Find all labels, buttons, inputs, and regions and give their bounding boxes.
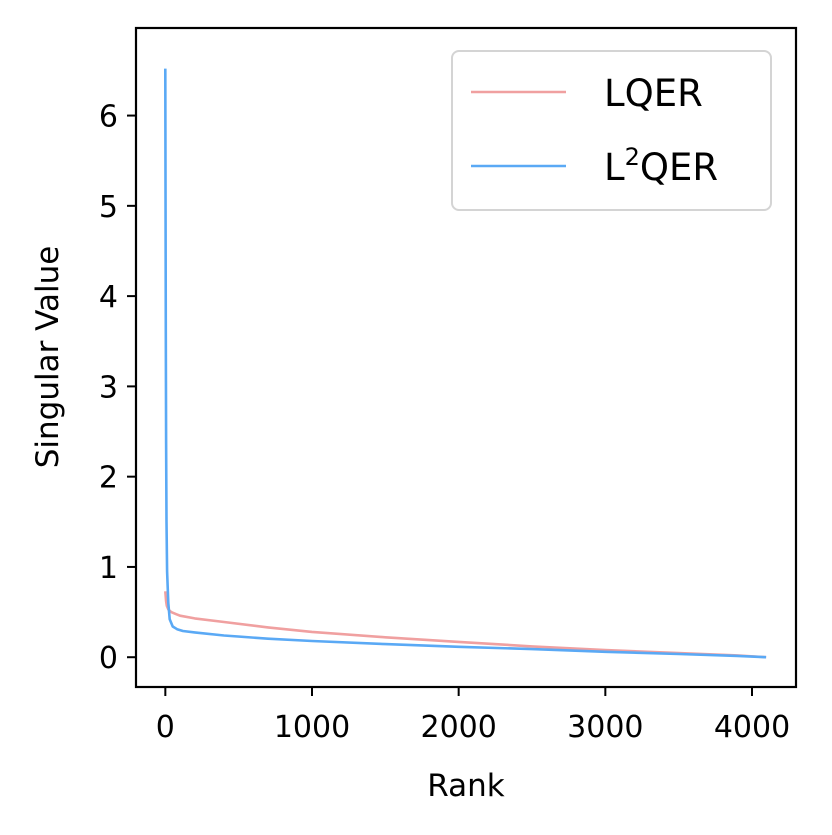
- x-tick-label: 1000: [274, 710, 350, 745]
- y-tick-label: 2: [99, 461, 118, 496]
- y-axis-ticks: 0 1 2 3 4 5 6: [99, 100, 136, 676]
- x-axis-label: Rank: [427, 768, 505, 804]
- x-tick-label: 4000: [714, 710, 790, 745]
- y-axis-label: Singular Value: [30, 246, 66, 469]
- y-tick-label: 4: [99, 280, 118, 315]
- y-tick-label: 3: [99, 370, 118, 405]
- y-tick-label: 5: [99, 190, 118, 225]
- plot-frame: [134, 26, 798, 689]
- legend-label-l2qer: L2QER: [604, 143, 718, 189]
- y-tick-label: 6: [99, 100, 118, 135]
- legend-label-l2qer-rest: QER: [640, 146, 718, 189]
- series-layer: [164, 68, 767, 659]
- series-line-l2qer: [164, 68, 767, 659]
- y-tick-label: 0: [99, 641, 118, 676]
- legend-label-lqer: LQER: [604, 72, 703, 115]
- legend: LQER L2QER: [451, 50, 772, 211]
- y-tick-label: 1: [99, 551, 118, 586]
- x-tick-label: 0: [156, 710, 175, 745]
- x-tick-label: 3000: [567, 710, 643, 745]
- legend-label-l2qer-sup: 2: [625, 143, 640, 171]
- x-tick-label: 2000: [420, 710, 496, 745]
- x-axis-ticks: 0 1000 2000 3000 4000: [156, 687, 790, 745]
- legend-label-l2qer-base: L: [604, 146, 625, 189]
